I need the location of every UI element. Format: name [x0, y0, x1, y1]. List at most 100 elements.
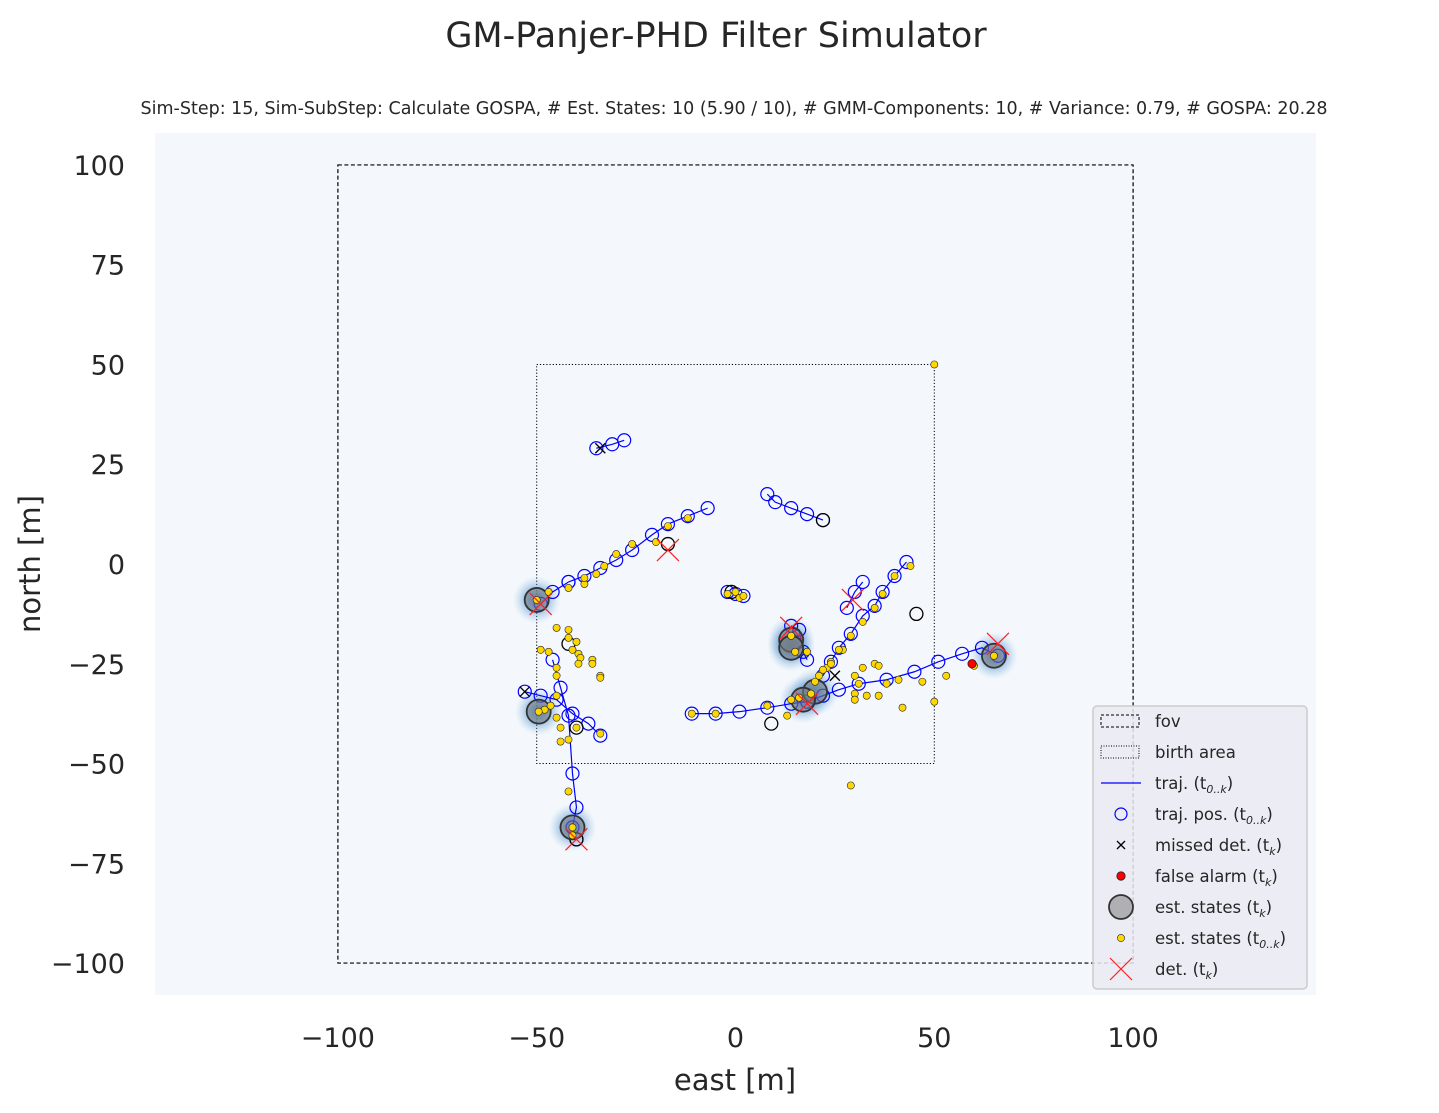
fov-rect [337, 164, 1134, 964]
est-state-history-point [544, 588, 553, 596]
est-state-history-point [572, 723, 581, 732]
missed-detection-marker [594, 442, 606, 454]
legend-label-subscript: k [1269, 845, 1276, 858]
legend-label-suffix: ) [1280, 929, 1286, 948]
trajectory-point [875, 584, 890, 600]
legend-label-missed: missed det. (tk) [1155, 836, 1282, 858]
est-state-history-point [854, 679, 863, 688]
est-state-history-point [990, 651, 998, 660]
est-state-history-point [803, 647, 811, 656]
trajectory-point [760, 487, 775, 502]
est-state-history-point [556, 723, 565, 732]
missed-detection-marker [829, 670, 841, 682]
legend-entry-det: det. (tk) [1109, 957, 1218, 982]
legend-label-suffix: ) [1227, 774, 1233, 793]
est-state-history-point [536, 645, 545, 654]
est-state-history-point [596, 729, 605, 738]
legend-false-swatch [1116, 871, 1126, 881]
trajectory-point [589, 441, 604, 456]
legend-label-trajpos: traj. pos. (t0..k) [1155, 805, 1273, 827]
est-state-history-point [783, 711, 792, 720]
missed-detection-stroke [829, 670, 841, 682]
x-tick-label: 100 [1107, 1023, 1159, 1054]
est-state-history-point [552, 623, 561, 632]
trajectory-point [660, 516, 676, 532]
trajectory-point [593, 728, 608, 743]
est-state-history-point [846, 631, 855, 640]
est-state-history-point [850, 695, 859, 704]
legend-entry-false: false alarm (tk) [1116, 867, 1278, 889]
trajectory-point [867, 598, 882, 614]
previous-state-circle [815, 512, 831, 528]
legend-label-main: missed det. (t [1155, 836, 1270, 855]
y-tick-label: −25 [68, 650, 125, 681]
legend-entry-traj: traj. (t0..k) [1101, 774, 1233, 796]
est-state-history-point [819, 665, 827, 674]
est-state-history-point [628, 540, 637, 548]
est-state-history-point [552, 663, 561, 672]
est-state-history-point [739, 592, 748, 600]
est-state-history-point [534, 707, 543, 716]
est-state-history-point [552, 671, 561, 680]
trajectory-point [760, 700, 775, 715]
false-alarm-point [967, 659, 977, 669]
est-state-history-point [687, 709, 696, 718]
trajectory-point [831, 682, 846, 697]
legend-label-subscript: k [1259, 907, 1266, 920]
detection-stroke [529, 592, 553, 616]
legend-label-det: det. (tk) [1155, 960, 1218, 982]
trajectory-point [955, 646, 970, 661]
est-state-history-point [711, 709, 720, 718]
detection-marker [656, 538, 680, 562]
legend-entry-est: est. states (tk) [1108, 894, 1272, 920]
trajectory-point [855, 574, 870, 590]
detection-marker [986, 632, 1010, 656]
x-tick-label: −100 [301, 1023, 375, 1054]
trajectory-point [700, 501, 715, 516]
legend-label-traj: traj. (t0..k) [1155, 774, 1233, 796]
detection-stroke [986, 632, 1010, 656]
est-state-history-point [874, 691, 883, 700]
detection-marker [795, 692, 819, 716]
trajectory-point [732, 704, 747, 719]
est-state-history-point [564, 625, 573, 634]
est-state-history-point [787, 695, 796, 704]
previous-state-circle [569, 720, 584, 735]
est-state-history-point [882, 679, 891, 688]
est-state-history-point [574, 659, 583, 668]
est-state-history-point [807, 689, 815, 698]
est-state-history-point [556, 737, 565, 746]
trajectory-point [843, 626, 858, 641]
est-state-history-point [596, 673, 605, 682]
est-state-history-point [898, 703, 907, 712]
chart-subtitle: Sim-Step: 15, Sim-SubStep: Calculate GOS… [141, 99, 1328, 119]
legend-trajpos-swatch [1114, 807, 1128, 821]
est-state-history-point [568, 645, 577, 654]
legend-missed-swatch [1116, 840, 1126, 850]
trajectory-point [545, 652, 560, 667]
trajectory-point [784, 501, 799, 516]
legend-label-main: det. (t [1155, 960, 1206, 979]
est-state-history-point [930, 697, 939, 706]
est-state-history-point [930, 360, 939, 369]
trajectory-point [680, 509, 695, 524]
detection-stroke [841, 588, 865, 612]
legend-label-subscript: 0..k [1206, 783, 1227, 796]
est-state-history-point [552, 713, 561, 722]
legend-entry-esthist: est. states (t0..k) [1117, 929, 1286, 951]
trajectory-point [569, 800, 584, 815]
legend-label-subscript: 0..k [1246, 814, 1267, 827]
trajectory-point [799, 507, 815, 522]
est-state-history-point [652, 538, 660, 546]
est-state-history-point [731, 588, 740, 596]
legend-label-main: fov [1155, 712, 1181, 731]
y-tick-label: 50 [91, 350, 125, 381]
est-state-history-point [588, 659, 597, 668]
trajectory-point [565, 766, 580, 781]
birth-area-rect [536, 363, 935, 765]
est-state-history-point [815, 671, 823, 680]
legend-label-est: est. states (tk) [1155, 898, 1272, 920]
previous-state-circle [764, 716, 779, 731]
est-state-history-point [874, 661, 883, 670]
legend-label-esthist: est. states (t0..k) [1155, 929, 1286, 951]
